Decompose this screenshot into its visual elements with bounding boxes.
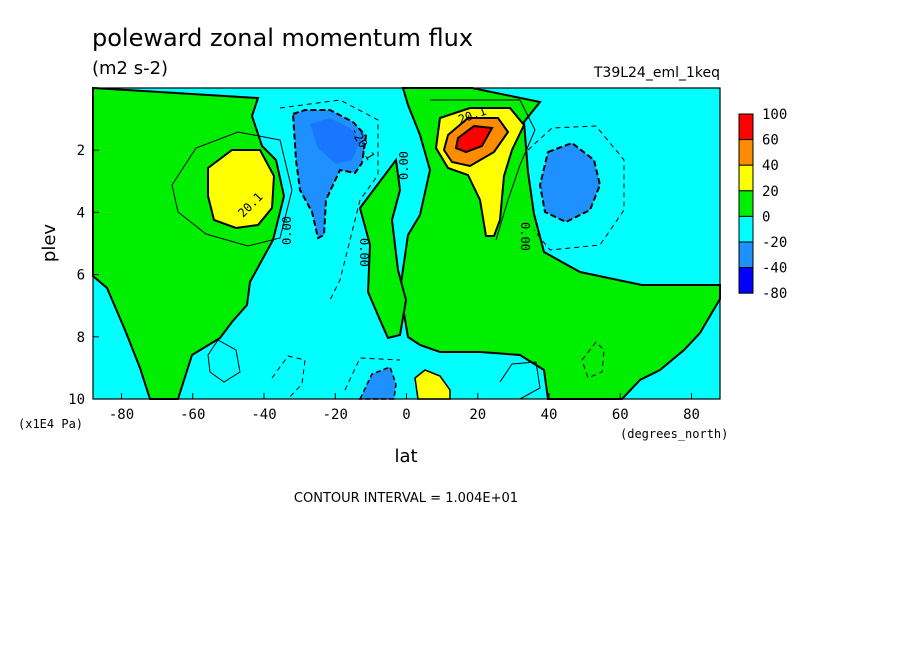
contour-nh-surface-right	[581, 341, 605, 379]
colorbar-label: 100	[762, 107, 787, 123]
region-red-nh	[454, 124, 494, 154]
region-yellow-sh	[207, 149, 276, 230]
x-unit: (degrees_north)	[620, 427, 728, 441]
x-axis-label: lat	[394, 446, 417, 467]
colorbar-label: 40	[762, 158, 779, 174]
colorbar-swatch	[738, 139, 754, 166]
y-tick-label: 2	[77, 143, 85, 159]
contour-sh-outer	[171, 131, 293, 247]
contour-sh-surface-dash	[271, 355, 306, 400]
colorbar-label: -40	[762, 261, 787, 277]
colorbar-label: -80	[762, 286, 787, 302]
colorbar-swatch	[738, 190, 754, 217]
region-deepblue-sh	[310, 118, 360, 164]
contour-nh-neg-outer	[527, 125, 625, 251]
y-axis-label: plev	[39, 224, 60, 263]
y-tick-label: 4	[77, 205, 85, 221]
x-axis: -80 -60 -40 -20 0 20 40 60 80	[109, 393, 700, 423]
x-tick-label: -40	[251, 407, 276, 423]
colorbar-label: -20	[762, 235, 787, 251]
contour-interval-note: CONTOUR INTERVAL = 1.004E+01	[294, 491, 518, 506]
contour-label: 0.00	[518, 222, 532, 251]
x-tick-label: -20	[323, 407, 348, 423]
x-tick-label: 0	[402, 407, 410, 423]
x-tick-label: -80	[109, 407, 134, 423]
x-tick-label: 20	[469, 407, 486, 423]
colorbar-swatch	[738, 164, 754, 192]
x-tick-label: 40	[541, 407, 558, 423]
y-tick-label: 10	[68, 392, 85, 408]
contour-label: 0.00	[397, 151, 411, 180]
region-positive-cross	[358, 157, 408, 340]
chart-title: poleward zonal momentum flux	[92, 24, 473, 52]
colorbar-swatch	[738, 267, 754, 294]
contour-nh-outer-left	[430, 99, 536, 241]
colorbar-label: 60	[762, 133, 779, 149]
y-tick-label: 8	[77, 330, 85, 346]
colorbar: 100 60 40 20 0 -20 -40 -80	[738, 107, 787, 302]
region-negative-surface	[358, 366, 397, 400]
colorbar-swatch	[738, 241, 754, 269]
chart-units: (m2 s-2)	[92, 58, 168, 79]
colorbar-swatch	[738, 215, 754, 243]
contour-field	[92, 86, 721, 400]
x-tick-label: 60	[612, 407, 629, 423]
colorbar-label: 0	[762, 209, 770, 225]
contour-label: 0.00	[357, 238, 371, 267]
contour-nh-surface	[499, 361, 541, 400]
y-axis: 2 4 6 8 10	[68, 143, 99, 408]
colorbar-label: 20	[762, 184, 779, 200]
thin-contours	[171, 99, 625, 400]
x-tick-label: -60	[180, 407, 205, 423]
contour-sh-neg-outer	[279, 99, 379, 301]
run-label: T39L24_eml_1keq	[593, 65, 720, 81]
region-negative-nh	[538, 141, 602, 224]
y-unit: (x1E4 Pa)	[18, 417, 83, 431]
y-tick-label: 6	[77, 268, 85, 284]
contour-sh-surface-left	[207, 339, 241, 383]
contour-eq-surface-dash	[344, 357, 401, 391]
colorbar-swatch	[738, 113, 754, 141]
contour-label: 0.00	[280, 216, 294, 245]
x-tick-label: 80	[683, 407, 700, 423]
